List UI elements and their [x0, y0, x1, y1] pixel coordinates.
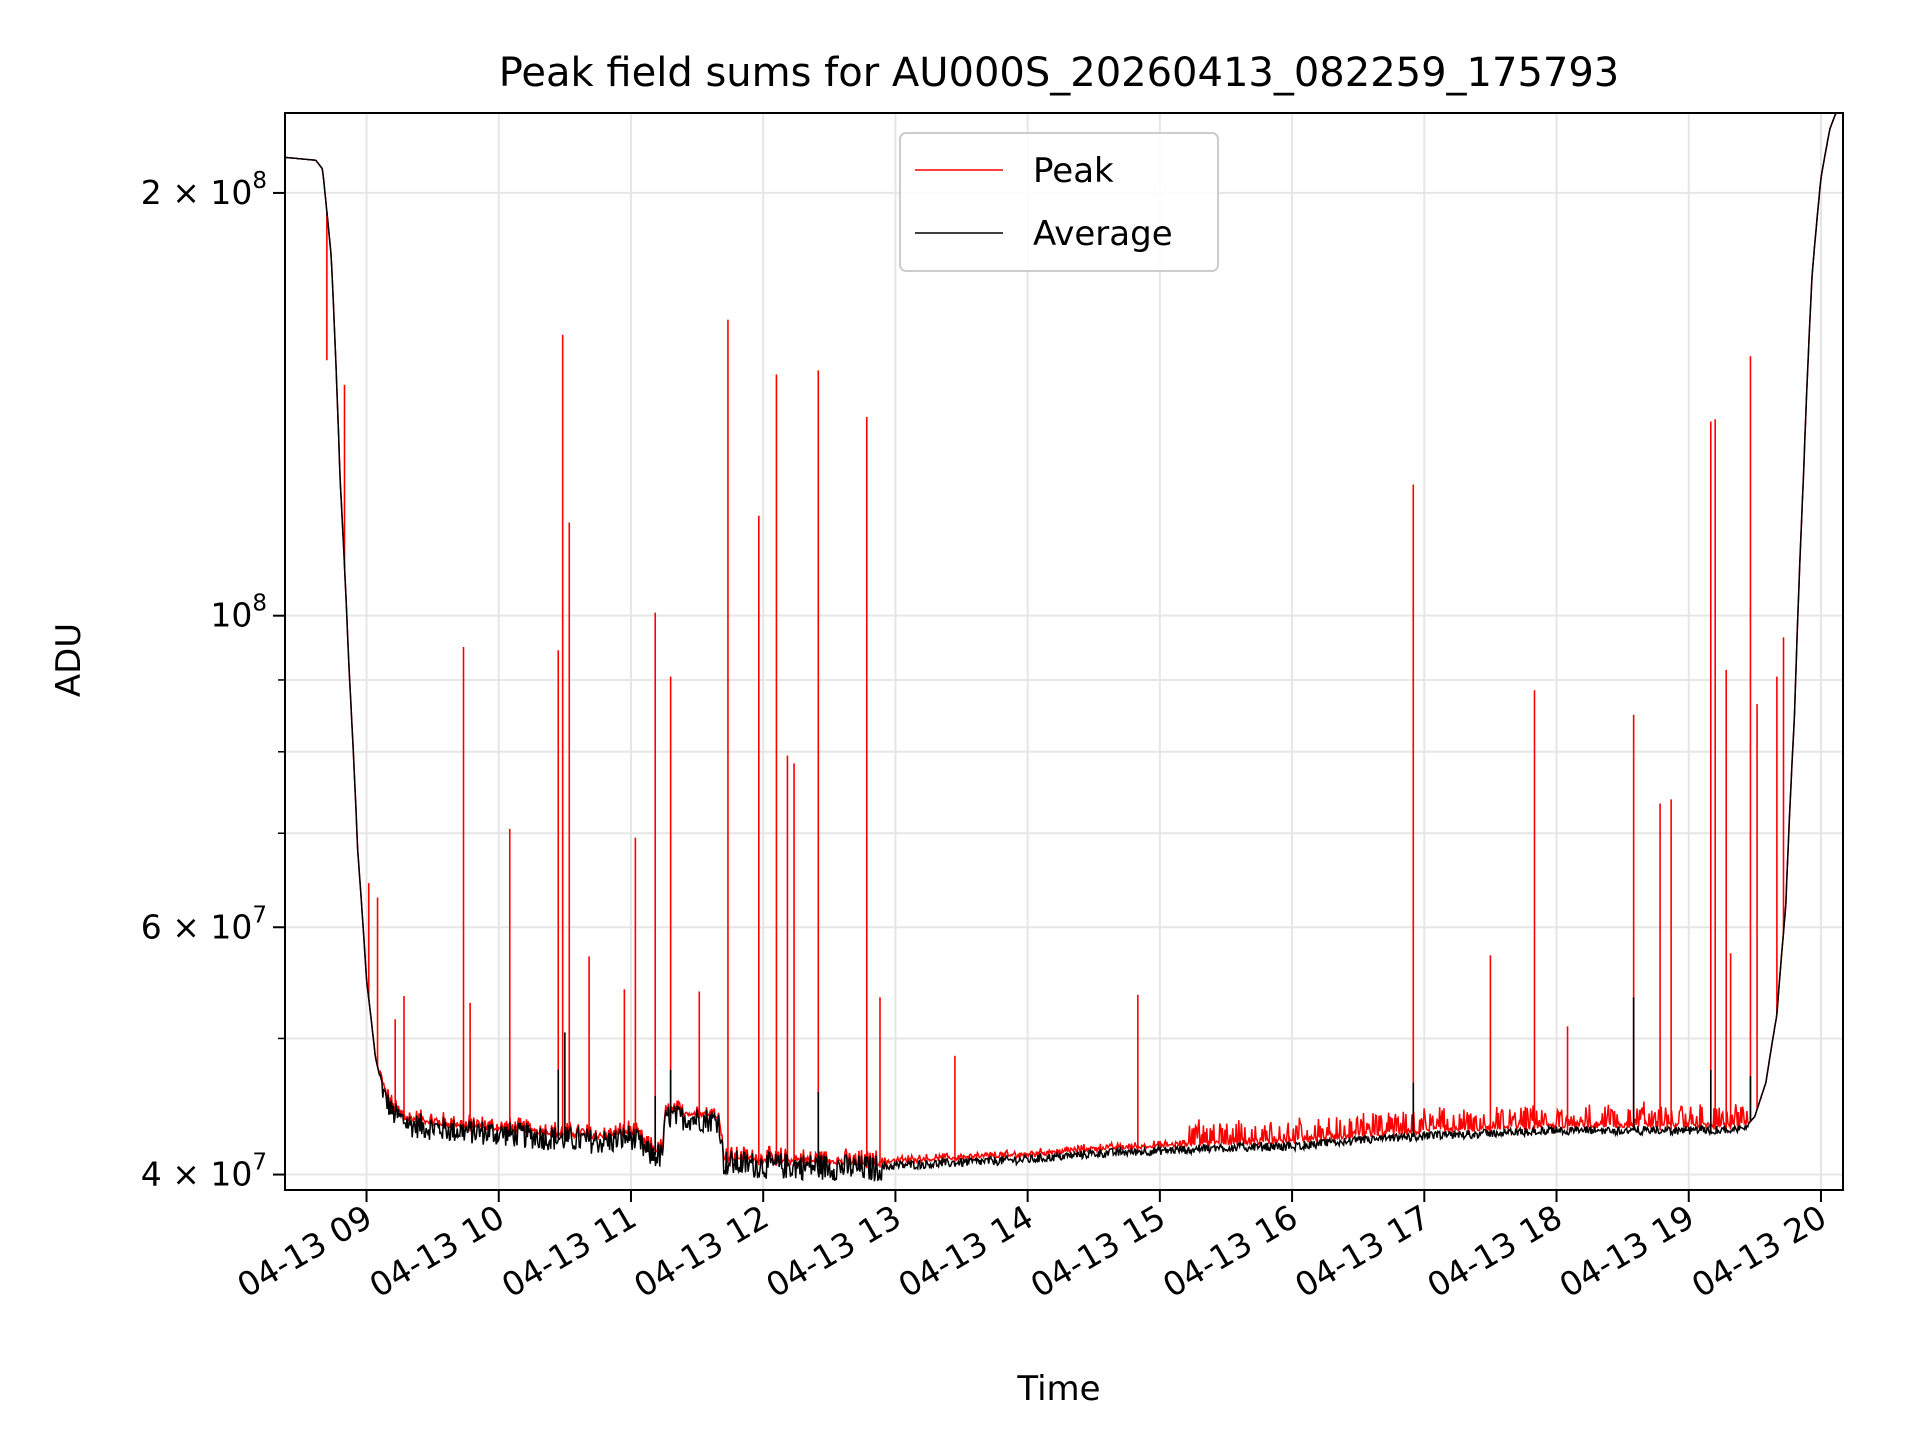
x-tick-label: 04-13 10	[363, 1197, 511, 1305]
x-tick-label: 04-13 13	[759, 1197, 907, 1305]
y-axis-label: ADU	[49, 623, 89, 697]
plot-frame	[284, 112, 1844, 1191]
x-tick-label: 04-13 18	[1421, 1197, 1569, 1305]
x-tick-label: 04-13 19	[1553, 1197, 1701, 1305]
legend-box	[899, 132, 1219, 272]
series-line-average	[284, 112, 1843, 1182]
grid	[285, 113, 1843, 1190]
plot-area	[284, 112, 1843, 1182]
y-tick-label: 4 × 107	[141, 1150, 267, 1194]
x-axis-label: Time	[1016, 1369, 1100, 1409]
x-tick-label: 04-13 15	[1024, 1197, 1172, 1305]
x-tick-label: 04-13 20	[1685, 1197, 1833, 1305]
legend-label-average: Average	[1033, 214, 1173, 254]
x-tick-label: 04-13 14	[892, 1197, 1040, 1305]
y-tick-label: 108	[210, 591, 267, 635]
chart-title: Peak field sums for AU000S_20260413_0822…	[499, 50, 1620, 96]
x-tick-label: 04-13 16	[1156, 1197, 1304, 1305]
x-tick-label: 04-13 17	[1288, 1197, 1436, 1305]
x-tick-label: 04-13 11	[495, 1197, 643, 1305]
x-tick-label: 04-13 12	[627, 1197, 775, 1305]
legend-label-peak: Peak	[1033, 151, 1114, 191]
y-tick-label: 6 × 107	[141, 902, 267, 946]
y-axis: 4 × 107 6 × 107 108 2 × 108	[141, 168, 285, 1194]
y-tick-label: 2 × 108	[141, 168, 267, 212]
legend: Peak Average	[899, 132, 1219, 272]
x-tick-label: 04-13 09	[231, 1197, 379, 1305]
